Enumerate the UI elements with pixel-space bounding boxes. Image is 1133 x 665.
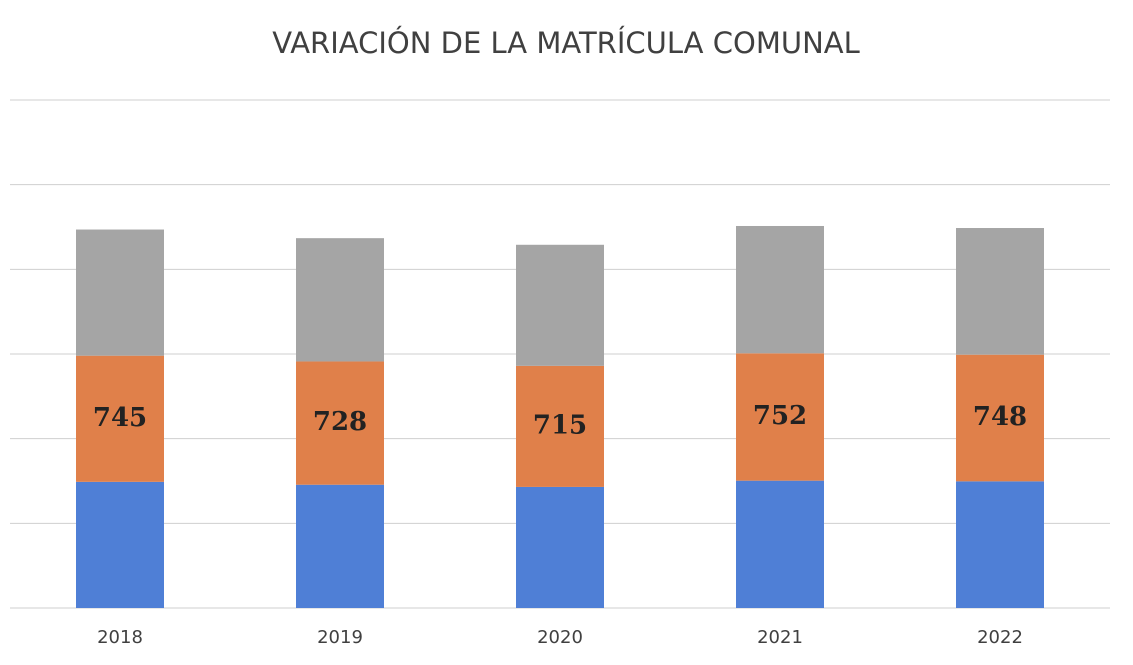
bar-segment bbox=[76, 355, 164, 482]
bar-segment bbox=[296, 484, 384, 608]
data-label: 745 bbox=[93, 403, 147, 433]
data-label: 728 bbox=[313, 407, 367, 437]
x-tick-label: 2019 bbox=[317, 627, 363, 648]
bar-segment bbox=[76, 481, 164, 608]
bar-segment bbox=[956, 228, 1044, 355]
bar-segment bbox=[296, 361, 384, 485]
bar-segment bbox=[956, 354, 1044, 482]
bar-segment bbox=[76, 229, 164, 356]
chart-title: VARIACIÓN DE LA MATRÍCULA COMUNAL bbox=[272, 26, 860, 60]
bar-segment bbox=[516, 365, 604, 487]
bar-segment bbox=[736, 225, 824, 354]
bar-segment bbox=[296, 238, 384, 362]
x-tick-label: 2022 bbox=[977, 627, 1023, 648]
x-tick-label: 2020 bbox=[537, 627, 583, 648]
bar-segment bbox=[736, 353, 824, 481]
data-label: 748 bbox=[973, 402, 1027, 432]
x-tick-label: 2021 bbox=[757, 627, 803, 648]
data-label: 752 bbox=[753, 401, 807, 431]
x-tick-label: 2018 bbox=[97, 627, 143, 648]
bar-segment bbox=[516, 486, 604, 608]
bar-segment bbox=[956, 481, 1044, 608]
bar-segment bbox=[736, 480, 824, 608]
data-label: 715 bbox=[533, 410, 587, 440]
bar-segment bbox=[516, 244, 604, 366]
